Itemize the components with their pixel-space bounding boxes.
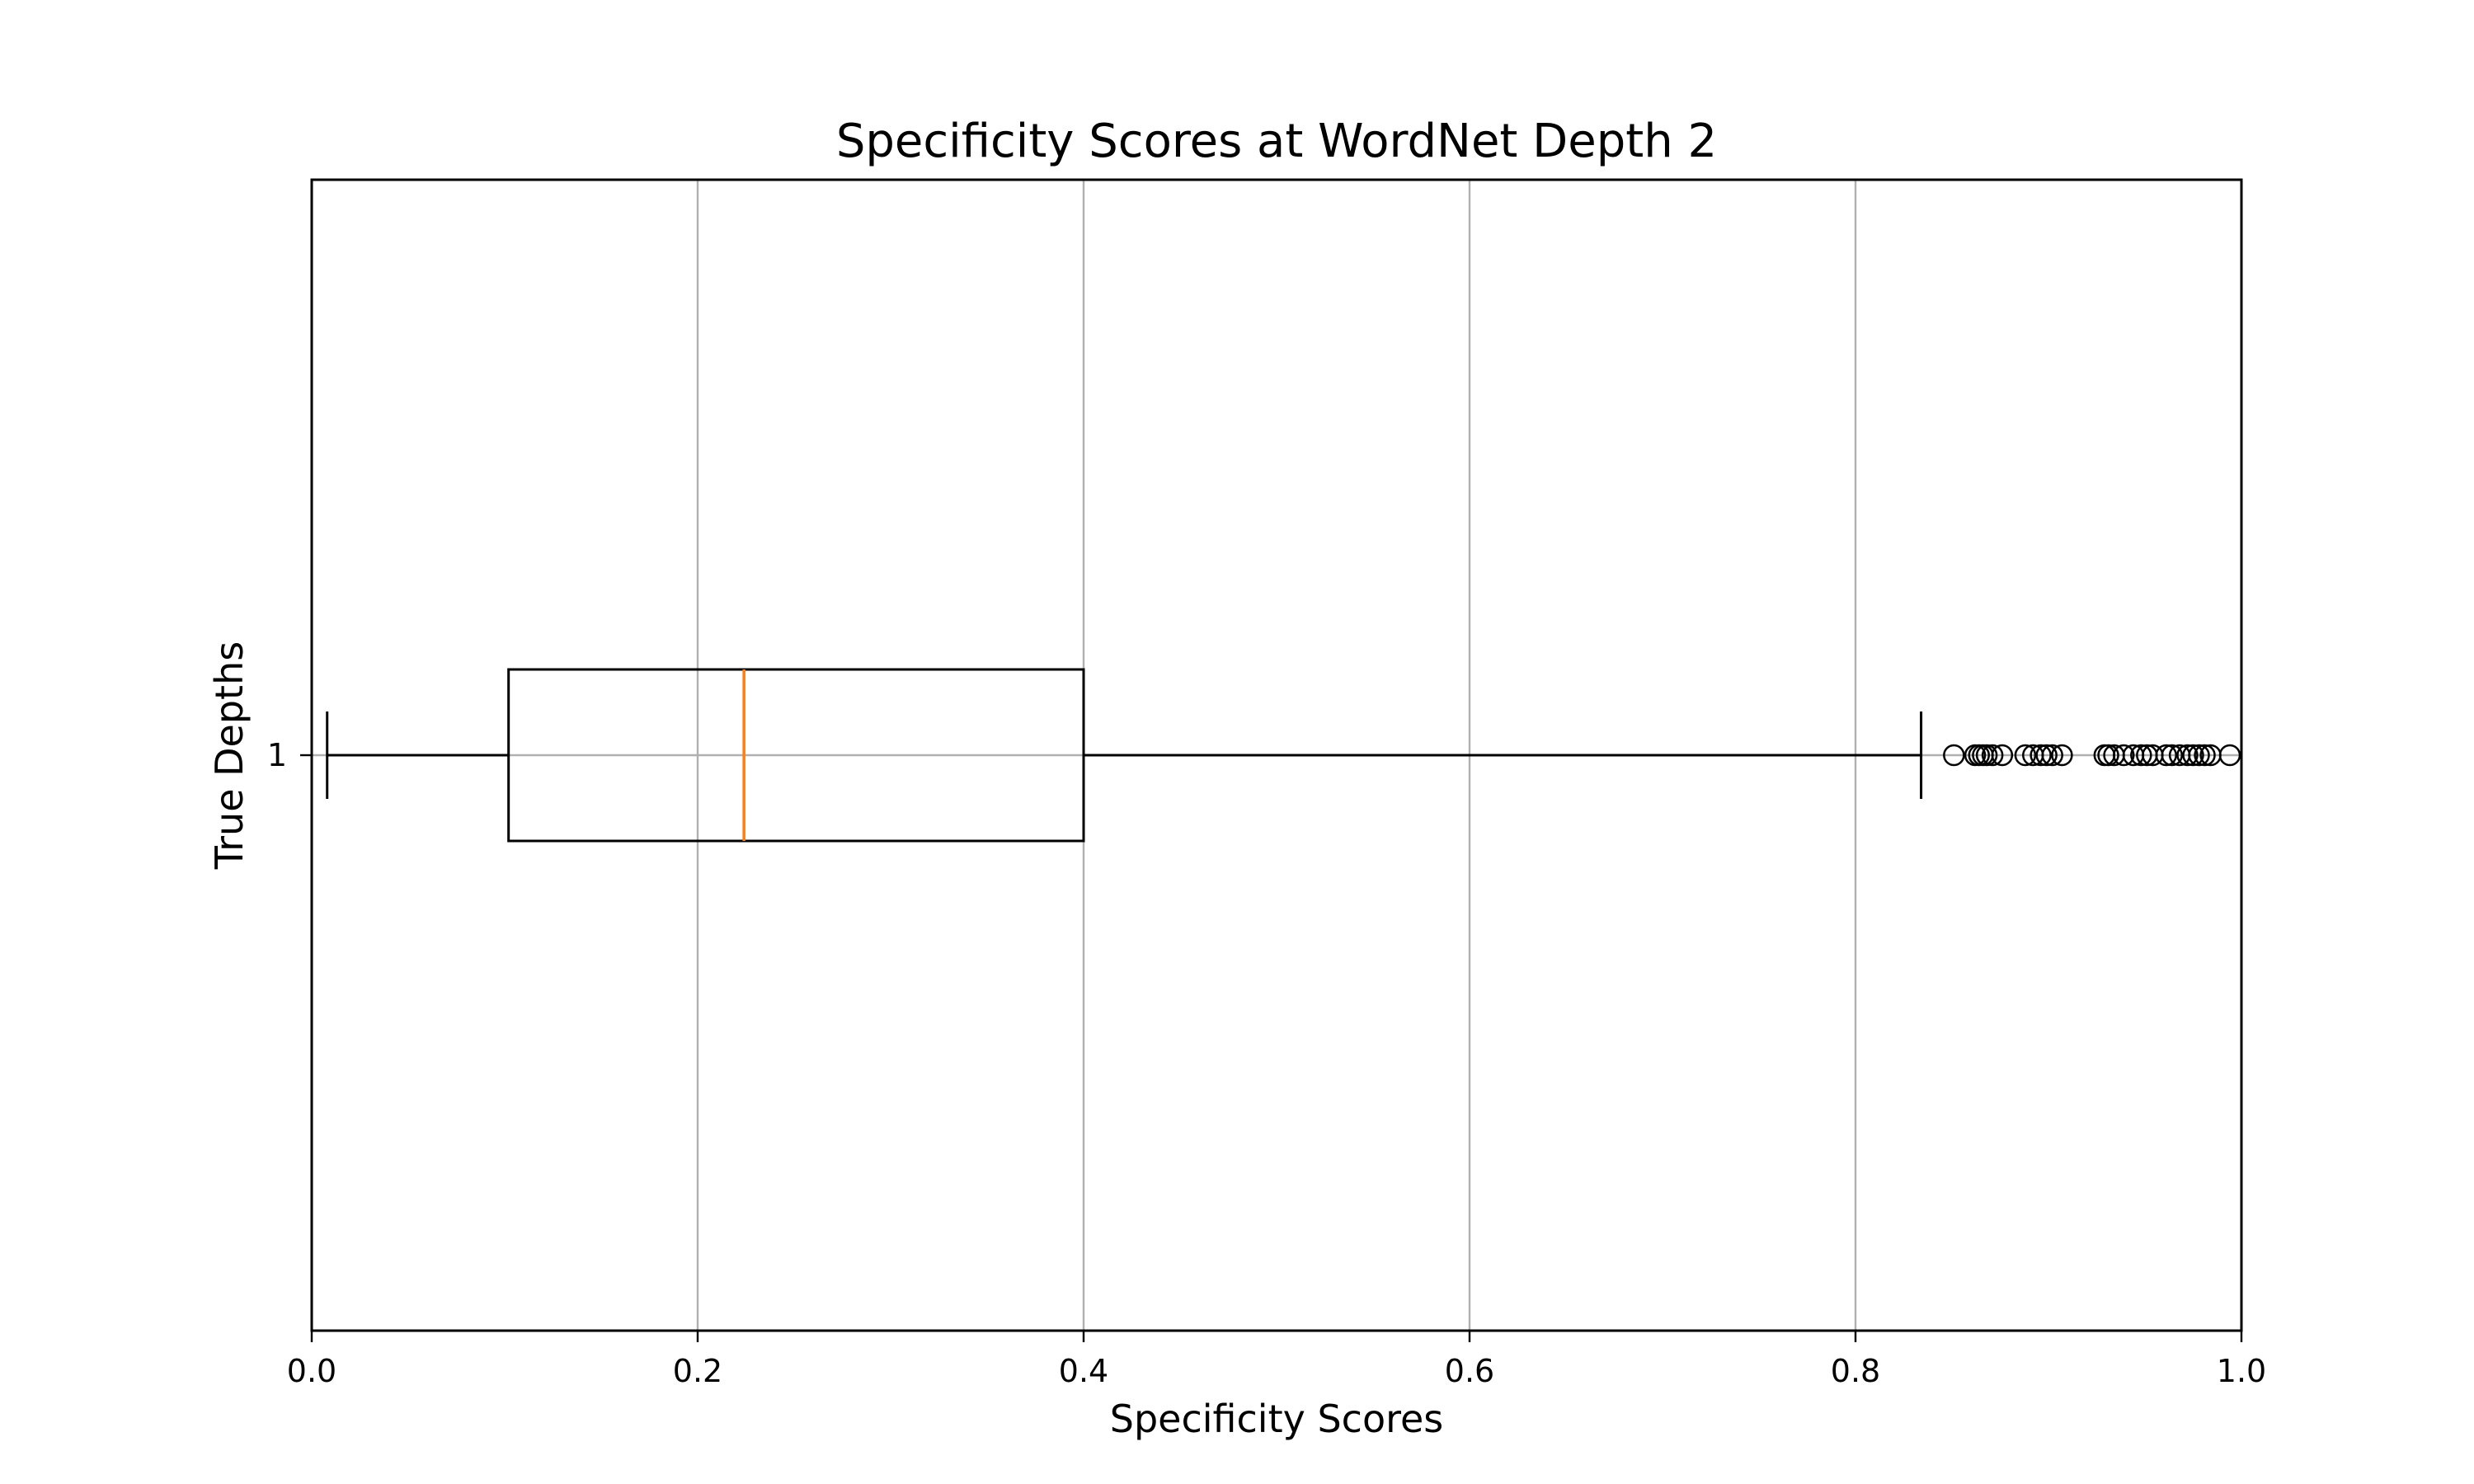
outlier-point	[1991, 744, 2014, 767]
outlier-point	[1975, 744, 1998, 767]
outlier-point	[2041, 744, 2063, 767]
outlier-point	[2194, 744, 2216, 767]
box-plot-elements	[326, 668, 2241, 843]
axis-ticks: 0.0 0.2 0.4 0.6 0.8 1.0 1	[267, 737, 2266, 1389]
interquartile-box	[507, 668, 1085, 843]
outlier-point	[2130, 744, 2152, 767]
outlier-point	[2113, 744, 2135, 767]
x-tick-label: 1.0	[2217, 1353, 2266, 1389]
x-tick-label: 0.8	[1831, 1353, 1880, 1389]
x-tick-label: 0.6	[1445, 1353, 1494, 1389]
outlier-point	[2188, 744, 2210, 767]
x-tick-label: 0.0	[287, 1353, 336, 1389]
y-axis-label: True Depths	[207, 641, 252, 870]
outlier-point	[2035, 744, 2058, 767]
outlier-point	[2030, 744, 2052, 767]
outlier-point	[2155, 744, 2177, 767]
outlier-point	[2051, 744, 2073, 767]
outlier-point	[1981, 744, 2004, 767]
outlier-point	[2218, 744, 2241, 767]
outlier-point	[2176, 744, 2199, 767]
outlier-point	[2014, 744, 2037, 767]
outlier-point	[1943, 744, 1965, 767]
outlier-point	[2182, 744, 2204, 767]
x-tick-label: 0.2	[673, 1353, 722, 1389]
y-tick-label: 1	[267, 737, 287, 773]
outlier-point	[2161, 744, 2184, 767]
chart-title: Specificity Scores at WordNet Depth 2	[836, 115, 1717, 168]
x-tick-label: 0.4	[1059, 1353, 1108, 1389]
outlier-point	[2097, 744, 2119, 767]
x-axis-label: Specificity Scores	[1110, 1397, 1444, 1441]
